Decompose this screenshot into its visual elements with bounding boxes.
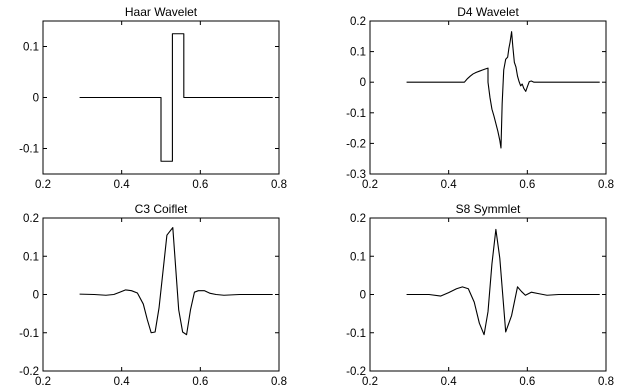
series-line <box>79 33 273 162</box>
x-tick-label: 0.2 <box>35 376 51 386</box>
y-tick-label: 0.2 <box>23 213 39 225</box>
x-tick-label: 0.8 <box>598 376 614 386</box>
series-group <box>79 227 273 336</box>
panel-title: S8 Symmlet <box>456 202 521 216</box>
y-tick-label: -0.1 <box>346 108 366 120</box>
tick-group: 0.2 0.4 0.6 0.8 -0.1 0 0.1 <box>19 21 287 191</box>
panel-haar-wavelet: Haar Wavelet 0.2 0.4 0.6 0.8 -0.1 0 0.1 <box>19 5 287 191</box>
plot-frame <box>369 20 607 175</box>
x-tick-label: 0.8 <box>598 179 614 191</box>
series-group <box>79 33 273 162</box>
series-line <box>79 227 273 336</box>
x-tick-label: 0.8 <box>271 376 287 386</box>
panel-title: C3 Coiflet <box>135 202 188 216</box>
y-tick-label: 0 <box>360 290 366 302</box>
x-tick-label: 0.8 <box>271 179 287 191</box>
y-tick-label: -0.1 <box>19 144 39 156</box>
y-tick-label: 0.1 <box>23 251 39 263</box>
y-tick-label: 0.1 <box>23 42 39 54</box>
panel-title: D4 Wavelet <box>457 5 519 19</box>
x-tick-label: 0.6 <box>192 179 208 191</box>
x-tick-label: 0.2 <box>35 179 51 191</box>
y-tick-label: -0.2 <box>346 138 366 150</box>
panel-d4-wavelet: D4 Wavelet 0.2 0.4 0.6 0.8-0.3-0.2-0.100.10… <box>346 5 614 191</box>
series-group <box>406 31 600 149</box>
y-tick-label: -0.3 <box>346 169 366 181</box>
panel-c3-coiflet: C3 Coiflet 0.2 0.4 0.6 0.8 -0.2 -0.1 0 0.1 0.2 <box>19 202 287 386</box>
x-tick-label: 0.4 <box>441 179 458 191</box>
panel-title: Haar Wavelet <box>125 5 198 19</box>
y-tick-label: 0.2 <box>350 16 366 28</box>
x-tick-label: 0.2 <box>362 179 378 191</box>
tick-group: 0.2 0.4 0.6 0.8 -0.2 -0.1 0 0.1 0.2 <box>346 213 614 386</box>
x-tick-label: 0.2 <box>362 376 378 386</box>
series-line <box>406 228 600 336</box>
x-tick-label: 0.6 <box>519 179 535 191</box>
y-tick-label: 0.2 <box>350 213 366 225</box>
x-tick-label: 0.4 <box>114 179 131 191</box>
x-tick-label: 0.4 <box>114 376 131 386</box>
series-group <box>406 228 600 336</box>
y-tick-label: 0 <box>33 93 39 105</box>
y-tick-label: 0.1 <box>350 251 366 263</box>
panel-s8-symmlet: S8 Symmlet 0.2 0.4 0.6 0.8 -0.2 -0.1 0 0.1 0.2 <box>346 202 614 386</box>
y-tick-label: 0 <box>33 290 39 302</box>
x-tick-label: 0.6 <box>519 376 535 386</box>
y-tick-label: 0.1 <box>350 47 366 59</box>
x-tick-label: 0.6 <box>192 376 208 386</box>
series-line <box>406 31 600 149</box>
y-tick-label: -0.2 <box>19 366 39 378</box>
tick-group: 0.2 0.4 0.6 0.8 -0.3 -0.2 -0.1 0 0.1 0.2 <box>346 16 614 191</box>
y-tick-label: -0.1 <box>346 328 366 340</box>
x-tick-label: 0.4 <box>441 376 458 386</box>
tick-group: 0.2 0.4 0.6 0.8 -0.2 -0.1 0 0.1 0.2 <box>19 213 287 386</box>
y-tick-label: -0.1 <box>19 328 39 340</box>
y-tick-label: -0.2 <box>346 366 366 378</box>
y-tick-label: 0 <box>360 77 366 89</box>
